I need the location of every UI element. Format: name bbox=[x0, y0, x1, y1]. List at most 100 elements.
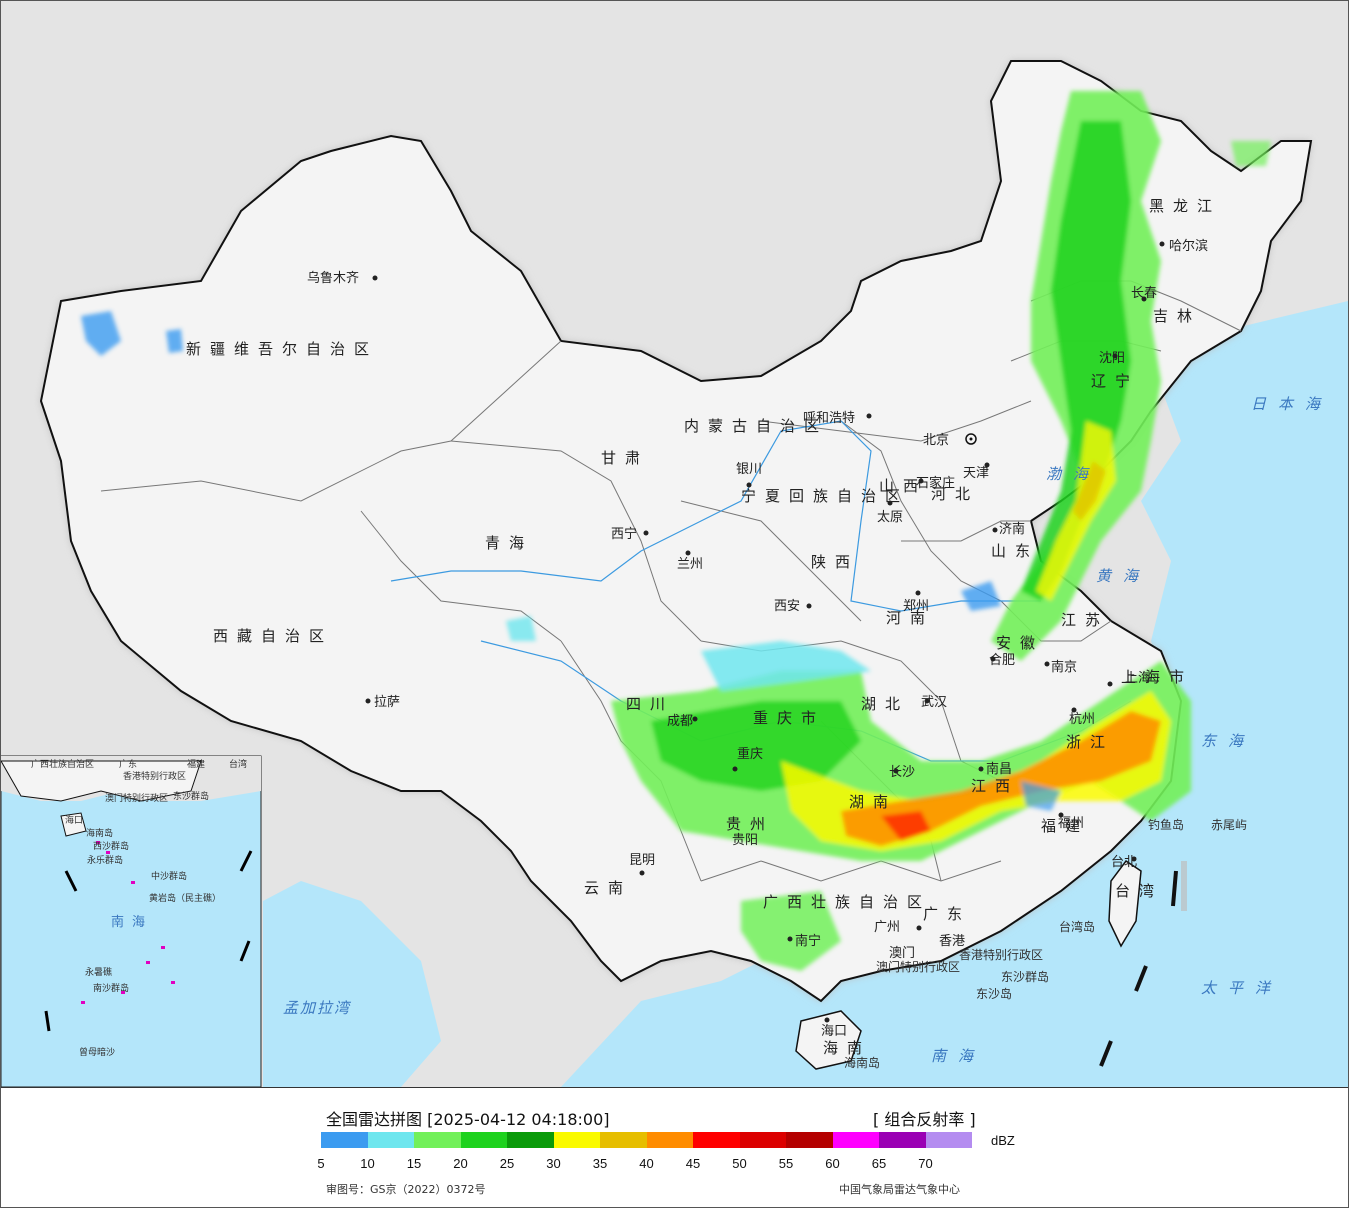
scale-tick-label: 30 bbox=[546, 1156, 561, 1171]
svg-text:广东: 广东 bbox=[119, 758, 137, 770]
city-label: 郑州 bbox=[903, 599, 929, 614]
scale-swatch bbox=[367, 1132, 414, 1148]
scale-tick-label: 10 bbox=[360, 1156, 375, 1171]
city-label: 石家庄 bbox=[916, 475, 955, 491]
sea-label: 渤海 bbox=[1046, 465, 1100, 483]
island-label: 香港特别行政区 bbox=[959, 947, 1043, 962]
scale-tick-label: 20 bbox=[453, 1156, 468, 1171]
province-label: 湖北 bbox=[861, 695, 909, 713]
province-label: 海南 bbox=[823, 1039, 871, 1057]
svg-text:南沙群岛: 南沙群岛 bbox=[93, 982, 129, 994]
province-label: 甘肃 bbox=[601, 449, 649, 467]
city-label: 香港 bbox=[939, 934, 965, 949]
province-label: 新疆维吾尔自治区 bbox=[186, 340, 378, 358]
city-label: 长春 bbox=[1131, 286, 1157, 301]
city-label: 南京 bbox=[1051, 659, 1077, 675]
city-label: 合肥 bbox=[989, 653, 1015, 668]
scale-swatch bbox=[786, 1132, 833, 1148]
city-label: 北京 bbox=[923, 433, 949, 448]
province-labels: 新疆维吾尔自治区 西藏自治区 青海 甘肃 内蒙古自治区 黑龙江 吉林 辽宁 河北… bbox=[186, 197, 1221, 1057]
svg-text:海口: 海口 bbox=[65, 814, 83, 826]
city-label: 银川 bbox=[736, 462, 762, 477]
province-label: 贵州 bbox=[726, 815, 774, 833]
city-label: 呼和浩特 bbox=[803, 411, 855, 426]
city-label: 上海 bbox=[1125, 671, 1151, 686]
city-label: 长沙 bbox=[889, 765, 915, 780]
city-label: 兰州 bbox=[677, 557, 703, 572]
island-label: 东沙岛 bbox=[976, 986, 1012, 1001]
scale-swatch bbox=[925, 1132, 972, 1148]
source-agency: 中国气象局雷达气象中心 bbox=[839, 1183, 960, 1196]
city-label: 杭州 bbox=[1069, 712, 1095, 727]
bay-of-bengal bbox=[263, 881, 441, 1087]
svg-text:福建: 福建 bbox=[187, 758, 205, 770]
province-label: 广东 bbox=[923, 905, 971, 923]
scale-swatch bbox=[646, 1132, 693, 1148]
city-label: 福州 bbox=[1058, 816, 1084, 831]
scale-swatch bbox=[600, 1132, 647, 1148]
province-label: 黑龙江 bbox=[1149, 197, 1221, 215]
color-scale bbox=[321, 1132, 972, 1148]
province-label: 上海市 bbox=[1121, 668, 1193, 686]
island-label: 海南岛 bbox=[844, 1055, 880, 1070]
taiwan-island bbox=[1108, 859, 1142, 948]
scale-swatch bbox=[879, 1132, 926, 1148]
province-label: 福建 bbox=[1041, 817, 1089, 835]
svg-text:海南岛: 海南岛 bbox=[86, 827, 113, 839]
sea-label: 黄海 bbox=[1096, 567, 1150, 585]
city-label: 海口 bbox=[821, 1024, 847, 1039]
city-label: 广州 bbox=[874, 920, 900, 935]
approval-number: 审图号：GS京（2022）0372号 bbox=[326, 1183, 486, 1196]
scale-tick-label: 65 bbox=[871, 1156, 887, 1171]
province-label: 山东 bbox=[991, 542, 1039, 560]
scale-tick-label: 50 bbox=[732, 1156, 747, 1171]
scale-swatch bbox=[739, 1132, 786, 1148]
province-label: 辽宁 bbox=[1091, 372, 1139, 390]
island-labels: 钓鱼岛 赤尾屿 台湾岛 海南岛 东沙群岛 东沙岛 香港特别行政区 澳门特别行政区 bbox=[844, 817, 1247, 1070]
scale-swatch bbox=[414, 1132, 461, 1148]
island-label: 钓鱼岛 bbox=[1148, 817, 1184, 832]
city-label: 重庆 bbox=[737, 746, 763, 762]
sea-label: 南海 bbox=[931, 1047, 985, 1065]
japan-sea bbox=[1181, 301, 1348, 501]
unit-label: dBZ bbox=[991, 1133, 1015, 1148]
sea-label: 孟加拉湾 bbox=[283, 999, 352, 1017]
scale-tick-label: 70 bbox=[918, 1156, 933, 1171]
scale-tick-label: 25 bbox=[499, 1156, 515, 1171]
inset-labels: 广西壮族自治区 广东 福建 台湾 香港特别行政区 澳门特别行政区 东沙群岛 海口… bbox=[31, 758, 247, 1058]
city-label: 沈阳 bbox=[1099, 351, 1125, 366]
city-label: 济南 bbox=[999, 521, 1025, 537]
province-label: 江苏 bbox=[1061, 611, 1109, 629]
province-label: 河南 bbox=[886, 609, 934, 627]
island-label: 澳门特别行政区 bbox=[876, 959, 960, 974]
city-label: 武汉 bbox=[921, 695, 947, 710]
svg-text:西沙群岛: 西沙群岛 bbox=[93, 840, 129, 852]
scale-swatch bbox=[321, 1132, 368, 1148]
city-label: 拉萨 bbox=[374, 695, 400, 710]
province-label: 四川 bbox=[626, 695, 674, 713]
city-label: 天津 bbox=[963, 466, 989, 481]
city-label: 西安 bbox=[774, 599, 800, 614]
city-label: 太原 bbox=[877, 510, 903, 525]
province-label: 陕西 bbox=[811, 553, 859, 571]
scale-tick-label: 45 bbox=[685, 1156, 701, 1171]
city-label: 成都 bbox=[667, 714, 693, 729]
hainan-island bbox=[795, 1010, 862, 1070]
province-label: 吉林 bbox=[1153, 307, 1201, 325]
city-label: 贵阳 bbox=[732, 833, 758, 848]
south-china-sea-inset bbox=[1, 755, 262, 1087]
province-label: 安徽 bbox=[996, 634, 1044, 652]
sea-label: 日本海 bbox=[1251, 395, 1332, 413]
legend-title: 全国雷达拼图 [2025-04-12 04:18:00] bbox=[326, 1110, 610, 1129]
scale-tick-label: 40 bbox=[639, 1156, 654, 1171]
province-label: 西藏自治区 bbox=[213, 627, 333, 645]
product-name: [ 组合反射率 ] bbox=[873, 1110, 976, 1129]
scale-tick-label: 15 bbox=[406, 1156, 422, 1171]
svg-text:永暑礁: 永暑礁 bbox=[85, 966, 112, 978]
city-label: 台北 bbox=[1111, 855, 1137, 870]
scale-tick-label: 5 bbox=[317, 1156, 325, 1171]
svg-text:香港特别行政区: 香港特别行政区 bbox=[123, 770, 186, 782]
city-label: 昆明 bbox=[629, 853, 655, 868]
province-label: 湖南 bbox=[849, 793, 897, 811]
svg-text:黄岩岛（民主礁）: 黄岩岛（民主礁） bbox=[149, 892, 221, 904]
